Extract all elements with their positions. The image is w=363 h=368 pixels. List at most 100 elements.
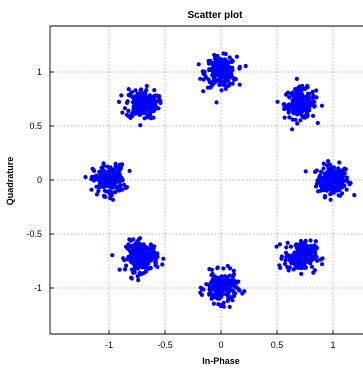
scatter-point — [314, 254, 319, 260]
scatter-point — [137, 236, 143, 241]
chart-title: Scatter plot — [187, 10, 243, 21]
scatter-point — [207, 267, 212, 272]
scatter-point — [223, 86, 228, 91]
scatter-point — [123, 185, 128, 190]
scatter-point — [120, 162, 125, 167]
scatter-point — [104, 173, 109, 178]
scatter-point — [133, 101, 138, 106]
scatter-point — [158, 98, 163, 103]
scatter-point — [307, 260, 312, 265]
scatter-point — [132, 104, 138, 110]
scatter-point — [286, 110, 291, 115]
scatter-point — [119, 93, 124, 98]
scatter-point — [222, 83, 227, 88]
scatter-point — [297, 245, 302, 251]
scatter-point — [301, 254, 306, 259]
scatter-point — [209, 82, 214, 87]
scatter-point — [135, 247, 140, 253]
y-tick-label: -1 — [34, 283, 42, 293]
scatter-point — [291, 267, 296, 272]
scatter-point — [139, 111, 144, 116]
scatter-point — [109, 181, 114, 186]
scatter-point — [216, 77, 221, 83]
scatter-point — [284, 91, 289, 97]
scatter-point — [344, 187, 349, 192]
scatter-point — [150, 108, 155, 114]
scatter-point — [230, 67, 235, 73]
scatter-point — [143, 256, 148, 261]
scatter-point — [325, 163, 330, 168]
scatter-point — [137, 98, 142, 103]
scatter-point — [210, 73, 215, 78]
scatter-point — [110, 253, 115, 258]
scatter-point — [129, 247, 135, 253]
scatter-point — [211, 301, 216, 306]
scatter-point — [293, 96, 298, 101]
scatter-point — [313, 239, 318, 244]
scatter-point — [223, 51, 228, 57]
x-tick-label: -1 — [105, 340, 113, 350]
scatter-point — [294, 87, 299, 92]
scatter-point — [136, 259, 141, 264]
scatter-point — [297, 261, 302, 266]
scatter-point — [300, 86, 305, 91]
scatter-point — [311, 113, 316, 118]
scatter-point — [283, 258, 288, 263]
scatter-point — [144, 260, 149, 265]
scatter-point — [117, 267, 122, 272]
x-tick-label: 1 — [330, 340, 335, 350]
scatter-point — [328, 197, 333, 202]
scatter-point — [286, 268, 291, 273]
scatter-point — [234, 54, 239, 59]
scatter-point — [126, 108, 131, 113]
scatter-point — [149, 256, 154, 261]
scatter-point — [133, 88, 138, 93]
scatter-point — [130, 112, 135, 117]
scatter-point — [344, 178, 349, 183]
scatter-point — [321, 166, 326, 171]
scatter-point — [208, 61, 213, 66]
scatter-point — [127, 168, 132, 173]
scatter-point — [112, 190, 118, 195]
scatter-point — [307, 91, 312, 96]
scatter-point — [118, 165, 124, 170]
scatter-point — [342, 166, 347, 171]
scatter-point — [298, 238, 304, 244]
scatter-point — [133, 266, 138, 271]
y-axis-label: Quadrature — [5, 157, 15, 206]
scatter-point — [274, 244, 279, 249]
scatter-point — [326, 173, 331, 178]
scatter-point — [98, 175, 103, 180]
scatter-point — [229, 295, 234, 300]
scatter-point — [216, 291, 221, 296]
scatter-point — [292, 258, 297, 263]
scatter-point — [131, 270, 136, 275]
scatter-point — [312, 169, 318, 174]
scatter-point — [136, 263, 141, 268]
scatter-point — [145, 112, 150, 117]
scatter-point — [114, 184, 119, 189]
scatter-point — [322, 180, 327, 185]
axis-ticks: -1 -0.5 0 0.5 1 -1 -0.5 0 0.5 1 — [26, 67, 335, 350]
scatter-point — [111, 170, 116, 175]
scatter-point — [211, 78, 216, 84]
scatter-point — [144, 83, 149, 89]
scatter-point — [152, 88, 157, 93]
scatter-point — [314, 88, 319, 93]
scatter-point — [288, 105, 293, 110]
scatter-point — [121, 256, 126, 261]
scatter-point — [125, 245, 131, 250]
scatter-point — [107, 166, 112, 171]
scatter-point — [291, 101, 296, 106]
scatter-point — [89, 187, 94, 192]
scatter-point — [338, 193, 343, 198]
scatter-point — [305, 258, 310, 263]
scatter-point — [310, 89, 315, 94]
scatter-point — [135, 239, 140, 245]
scatter-point — [129, 276, 134, 281]
scatter-point — [233, 76, 238, 82]
scatter-point — [339, 180, 344, 185]
scatter-point — [125, 99, 130, 104]
scatter-point — [105, 181, 110, 186]
